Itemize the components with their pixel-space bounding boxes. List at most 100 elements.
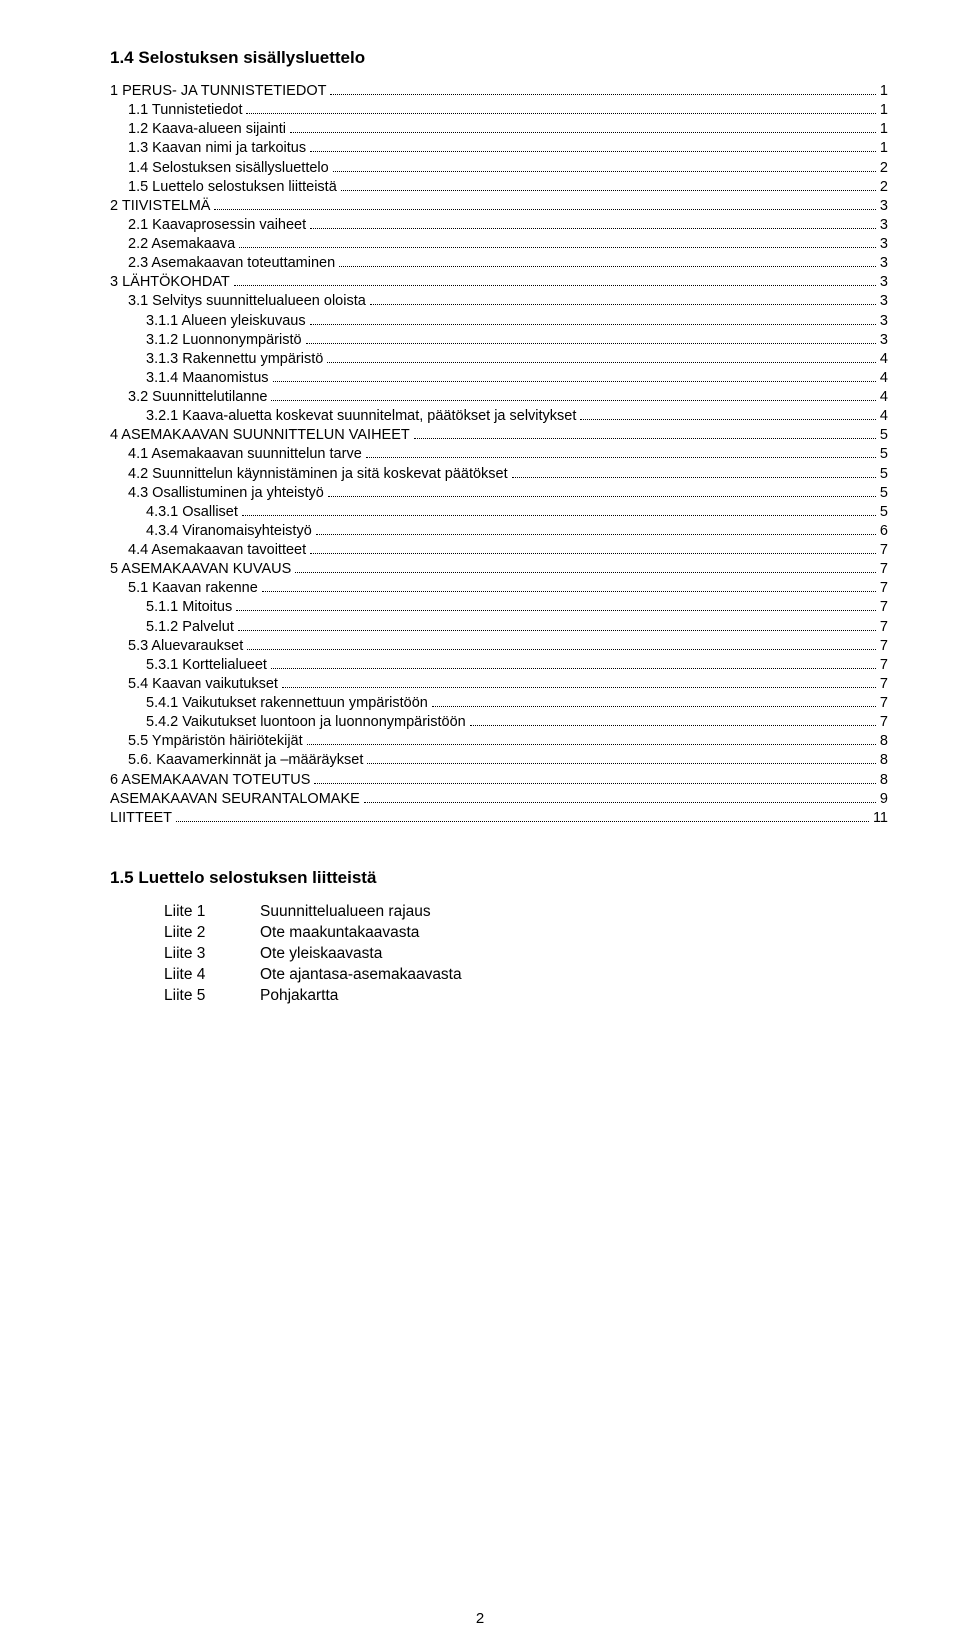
toc-entry-page: 7: [880, 598, 888, 617]
toc-entry-label: 2.1 Kaavaprosessin vaiheet: [110, 216, 306, 235]
toc-entry-page: 4: [880, 369, 888, 388]
toc-leader: [314, 773, 876, 784]
toc-entry-page: 6: [880, 522, 888, 541]
toc-leader: [333, 161, 876, 172]
toc-row: 5 ASEMAKAAVAN KUVAUS 7: [110, 560, 888, 579]
toc-entry-label: 3.2.1 Kaava-aluetta koskevat suunnitelma…: [110, 407, 576, 426]
toc-entry-page: 3: [880, 197, 888, 216]
toc-row: 4.3 Osallistuminen ja yhteistyö 5: [110, 484, 888, 503]
appendix-description: Ote maakuntakaavasta: [260, 923, 419, 944]
toc-leader: [306, 333, 876, 344]
toc-row: 3.1 Selvitys suunnittelualueen oloista 3: [110, 292, 888, 311]
toc-entry-page: 7: [880, 694, 888, 713]
toc-leader: [339, 256, 876, 267]
toc-row: 2.3 Asemakaavan toteuttaminen 3: [110, 254, 888, 273]
toc-row: 1.4 Selostuksen sisällysluettelo 2: [110, 159, 888, 178]
toc-entry-page: 8: [880, 732, 888, 751]
toc-entry-label: 4.3 Osallistuminen ja yhteistyö: [110, 484, 324, 503]
toc-entry-page: 4: [880, 407, 888, 426]
toc-entry-label: 4.1 Asemakaavan suunnittelun tarve: [110, 445, 362, 464]
toc-row: 5.4.1 Vaikutukset rakennettuun ympäristö…: [110, 694, 888, 713]
toc-leader: [307, 734, 876, 745]
toc-leader: [316, 524, 876, 535]
table-of-contents: 1 PERUS- JA TUNNISTETIEDOT 11.1 Tunniste…: [110, 82, 888, 828]
toc-entry-label: 1 PERUS- JA TUNNISTETIEDOT: [110, 82, 326, 101]
toc-entry-label: 3.1.1 Alueen yleiskuvaus: [110, 312, 306, 331]
toc-entry-page: 4: [880, 350, 888, 369]
toc-entry-page: 7: [880, 579, 888, 598]
toc-leader: [330, 84, 875, 95]
toc-entry-page: 3: [880, 216, 888, 235]
toc-entry-page: 3: [880, 273, 888, 292]
toc-entry-page: 1: [880, 82, 888, 101]
toc-entry-page: 1: [880, 120, 888, 139]
toc-leader: [310, 218, 876, 229]
toc-leader: [327, 352, 876, 363]
toc-row: 1.5 Luettelo selostuksen liitteistä 2: [110, 178, 888, 197]
toc-entry-page: 11: [873, 809, 888, 828]
toc-row: 5.1.2 Palvelut 7: [110, 618, 888, 637]
toc-row: 5.6. Kaavamerkinnät ja –määräykset 8: [110, 751, 888, 770]
toc-entry-page: 3: [880, 312, 888, 331]
toc-leader: [176, 811, 869, 822]
toc-heading: 1.4 Selostuksen sisällysluettelo: [110, 48, 888, 68]
toc-entry-page: 7: [880, 560, 888, 579]
appendix-row: Liite 5Pohjakartta: [164, 986, 888, 1007]
appendix-label: Liite 4: [164, 965, 260, 986]
toc-entry-label: ASEMAKAAVAN SEURANTALOMAKE: [110, 790, 360, 809]
toc-entry-label: 5.3 Aluevaraukset: [110, 637, 243, 656]
toc-entry-page: 3: [880, 292, 888, 311]
toc-row: 2.2 Asemakaava 3: [110, 235, 888, 254]
toc-entry-label: 3.1 Selvitys suunnittelualueen oloista: [110, 292, 366, 311]
toc-entry-page: 8: [880, 751, 888, 770]
toc-entry-label: 4.3.4 Viranomaisyhteistyö: [110, 522, 312, 541]
toc-row: 5.4.2 Vaikutukset luontoon ja luonnonymp…: [110, 713, 888, 732]
toc-row: 3.1.2 Luonnonympäristö 3: [110, 331, 888, 350]
toc-leader: [367, 754, 876, 765]
toc-entry-label: 3.1.2 Luonnonympäristö: [110, 331, 302, 350]
toc-leader: [341, 180, 876, 191]
toc-row: 3.1.1 Alueen yleiskuvaus 3: [110, 312, 888, 331]
toc-entry-label: 4 ASEMAKAAVAN SUUNNITTELUN VAIHEET: [110, 426, 410, 445]
toc-entry-label: 3 LÄHTÖKOHDAT: [110, 273, 230, 292]
toc-entry-label: LIITTEET: [110, 809, 172, 828]
toc-leader: [290, 122, 876, 133]
toc-row: 2.1 Kaavaprosessin vaiheet 3: [110, 216, 888, 235]
toc-entry-page: 7: [880, 541, 888, 560]
toc-entry-label: 5.4.2 Vaikutukset luontoon ja luonnonymp…: [110, 713, 466, 732]
toc-entry-label: 2.3 Asemakaavan toteuttaminen: [110, 254, 335, 273]
toc-row: 5.4 Kaavan vaikutukset 7: [110, 675, 888, 694]
toc-leader: [234, 275, 876, 286]
toc-row: 3.1.3 Rakennettu ympäristö 4: [110, 350, 888, 369]
appendix-row: Liite 1Suunnittelualueen rajaus: [164, 902, 888, 923]
toc-row: 3.2 Suunnittelutilanne 4: [110, 388, 888, 407]
toc-entry-label: 2.2 Asemakaava: [110, 235, 235, 254]
toc-row: 5.1 Kaavan rakenne 7: [110, 579, 888, 598]
toc-leader: [432, 696, 876, 707]
toc-row: 5.3.1 Korttelialueet 7: [110, 656, 888, 675]
toc-leader: [512, 467, 876, 478]
toc-row: 6 ASEMAKAAVAN TOTEUTUS 8: [110, 771, 888, 790]
toc-entry-page: 5: [880, 503, 888, 522]
toc-entry-label: 1.5 Luettelo selostuksen liitteistä: [110, 178, 337, 197]
toc-entry-page: 7: [880, 656, 888, 675]
toc-row: 4.1 Asemakaavan suunnittelun tarve 5: [110, 445, 888, 464]
toc-entry-page: 3: [880, 254, 888, 273]
toc-entry-label: 5.1.1 Mitoitus: [110, 598, 232, 617]
toc-row: 3 LÄHTÖKOHDAT 3: [110, 273, 888, 292]
appendix-label: Liite 3: [164, 944, 260, 965]
toc-entry-label: 3.1.3 Rakennettu ympäristö: [110, 350, 323, 369]
toc-leader: [282, 677, 876, 688]
toc-entry-label: 5.6. Kaavamerkinnät ja –määräykset: [110, 751, 363, 770]
toc-entry-label: 5 ASEMAKAAVAN KUVAUS: [110, 560, 291, 579]
toc-row: 1.3 Kaavan nimi ja tarkoitus 1: [110, 139, 888, 158]
toc-row: 1.1 Tunnistetiedot 1: [110, 101, 888, 120]
appendix-description: Ote ajantasa-asemakaavasta: [260, 965, 462, 986]
toc-row: 4 ASEMAKAAVAN SUUNNITTELUN VAIHEET 5: [110, 426, 888, 445]
appendix-list: Liite 1Suunnittelualueen rajausLiite 2Ot…: [110, 902, 888, 1007]
appendix-label: Liite 2: [164, 923, 260, 944]
toc-entry-page: 7: [880, 618, 888, 637]
toc-entry-label: 1.4 Selostuksen sisällysluettelo: [110, 159, 329, 178]
toc-row: 1.2 Kaava-alueen sijainti 1: [110, 120, 888, 139]
toc-leader: [366, 448, 876, 459]
